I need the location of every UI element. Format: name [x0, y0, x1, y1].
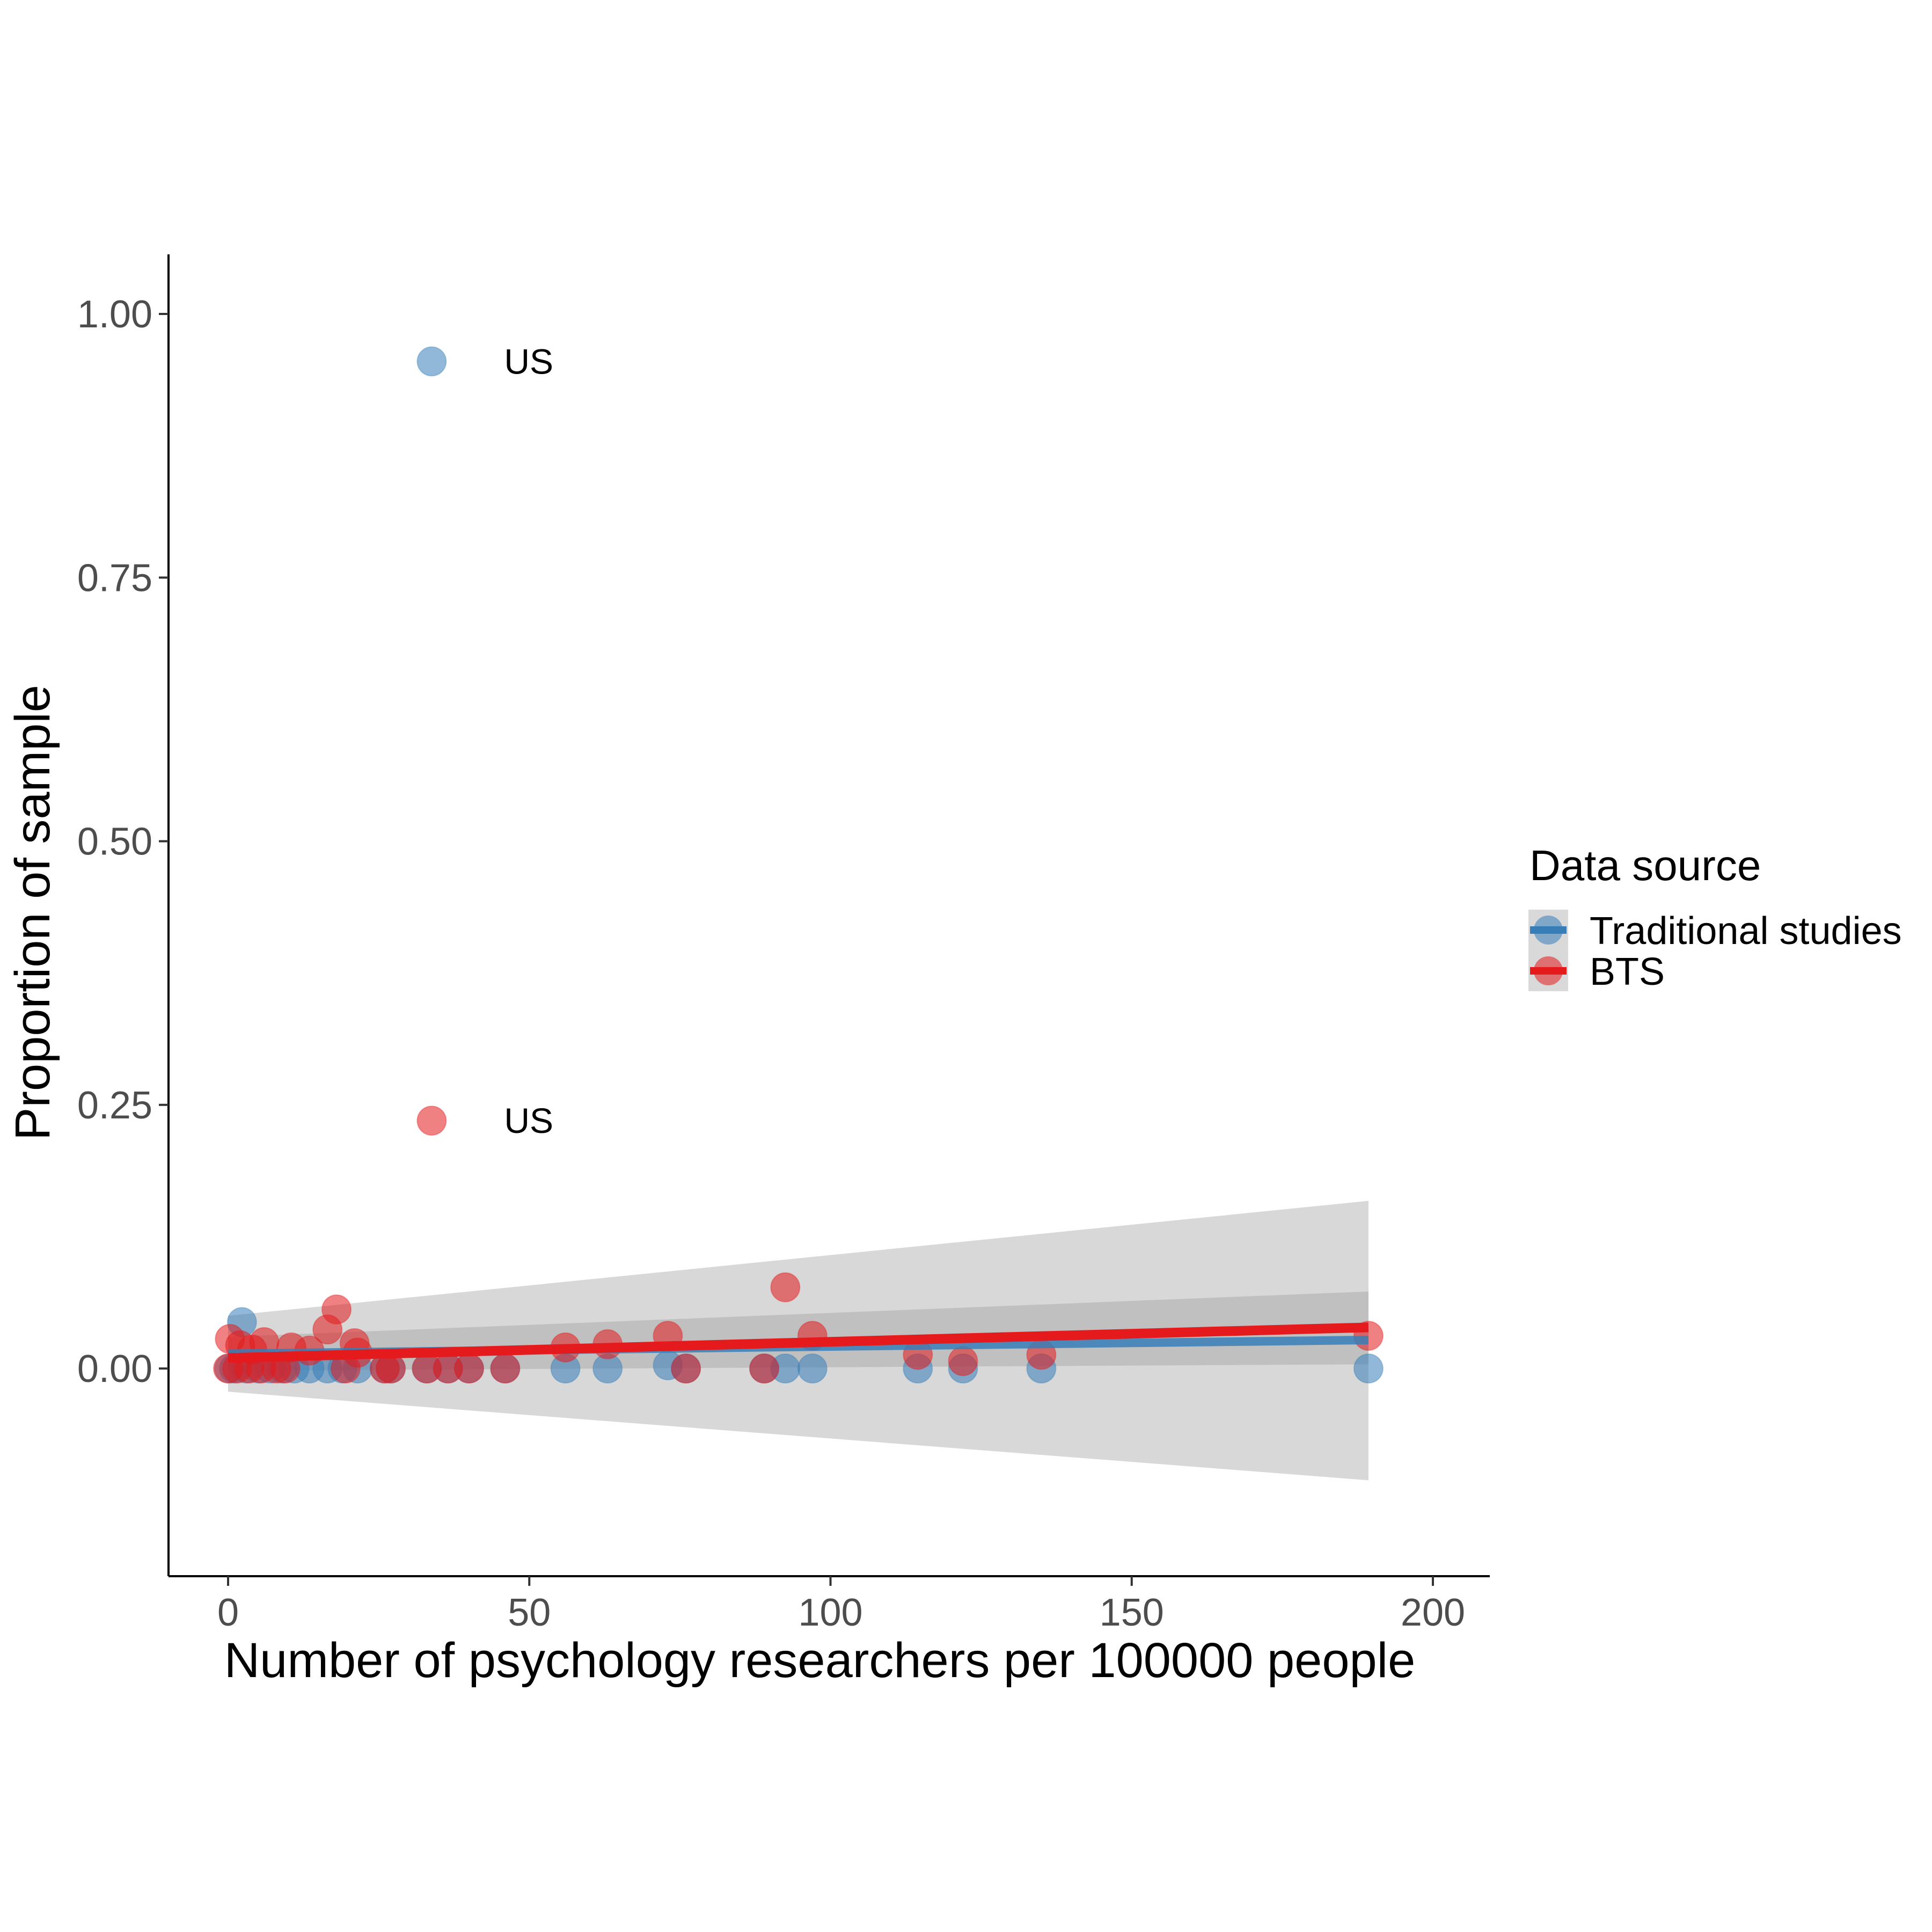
- point-bts-31: [454, 1353, 484, 1384]
- point-traditional-25: [797, 1353, 828, 1384]
- x-axis-title: Number of psychology researchers per 100…: [224, 1633, 1416, 1688]
- point-label-bts-us: US: [504, 1101, 553, 1140]
- point-bts-34: [749, 1353, 780, 1384]
- y-axis-ticks: 0.00 0.25 0.50 0.75 1.00: [77, 293, 169, 1391]
- y-tick-label-2: 0.50: [77, 821, 152, 863]
- trend-line-bts: [228, 1322, 1369, 1363]
- trend-lines: [228, 1322, 1369, 1363]
- legend-item-bts: BTS: [1528, 950, 1665, 993]
- y-tick-label-0: 0.00: [77, 1348, 152, 1391]
- legend-label-traditional: Traditional studies: [1590, 910, 1902, 953]
- axes: 0 50 100 150 200 0.00 0.25 0.50 0.75 1.00: [77, 254, 1490, 1634]
- legend-item-traditional: Traditional studies: [1528, 910, 1902, 953]
- point-bts-32: [490, 1353, 521, 1384]
- y-tick-label-3: 0.75: [77, 557, 152, 599]
- x-tick-label-2: 100: [798, 1591, 862, 1634]
- x-tick-label-0: 0: [217, 1591, 239, 1634]
- x-tick-label-3: 150: [1100, 1591, 1164, 1634]
- point-bts-2: [770, 1272, 801, 1302]
- legend-title: Data source: [1529, 841, 1761, 889]
- x-tick-label-4: 200: [1401, 1591, 1465, 1634]
- point-traditional-29: [1353, 1353, 1384, 1384]
- y-tick-label-4: 1.00: [77, 293, 152, 336]
- point-traditional-0: [416, 346, 447, 377]
- point-bts-17: [948, 1346, 978, 1377]
- y-axis-title: Proportion of sample: [5, 685, 60, 1140]
- x-tick-label-1: 50: [508, 1591, 551, 1634]
- legend-label-bts: BTS: [1590, 950, 1665, 993]
- point-bts-3: [312, 1314, 343, 1345]
- x-axis-ticks: 0 50 100 150 200: [217, 1576, 1465, 1634]
- point-labels: US US: [504, 341, 553, 1140]
- point-bts-33: [671, 1353, 701, 1384]
- y-tick-label-1: 0.25: [77, 1084, 152, 1127]
- point-label-traditional-us: US: [504, 341, 553, 381]
- point-bts-0: [416, 1106, 447, 1136]
